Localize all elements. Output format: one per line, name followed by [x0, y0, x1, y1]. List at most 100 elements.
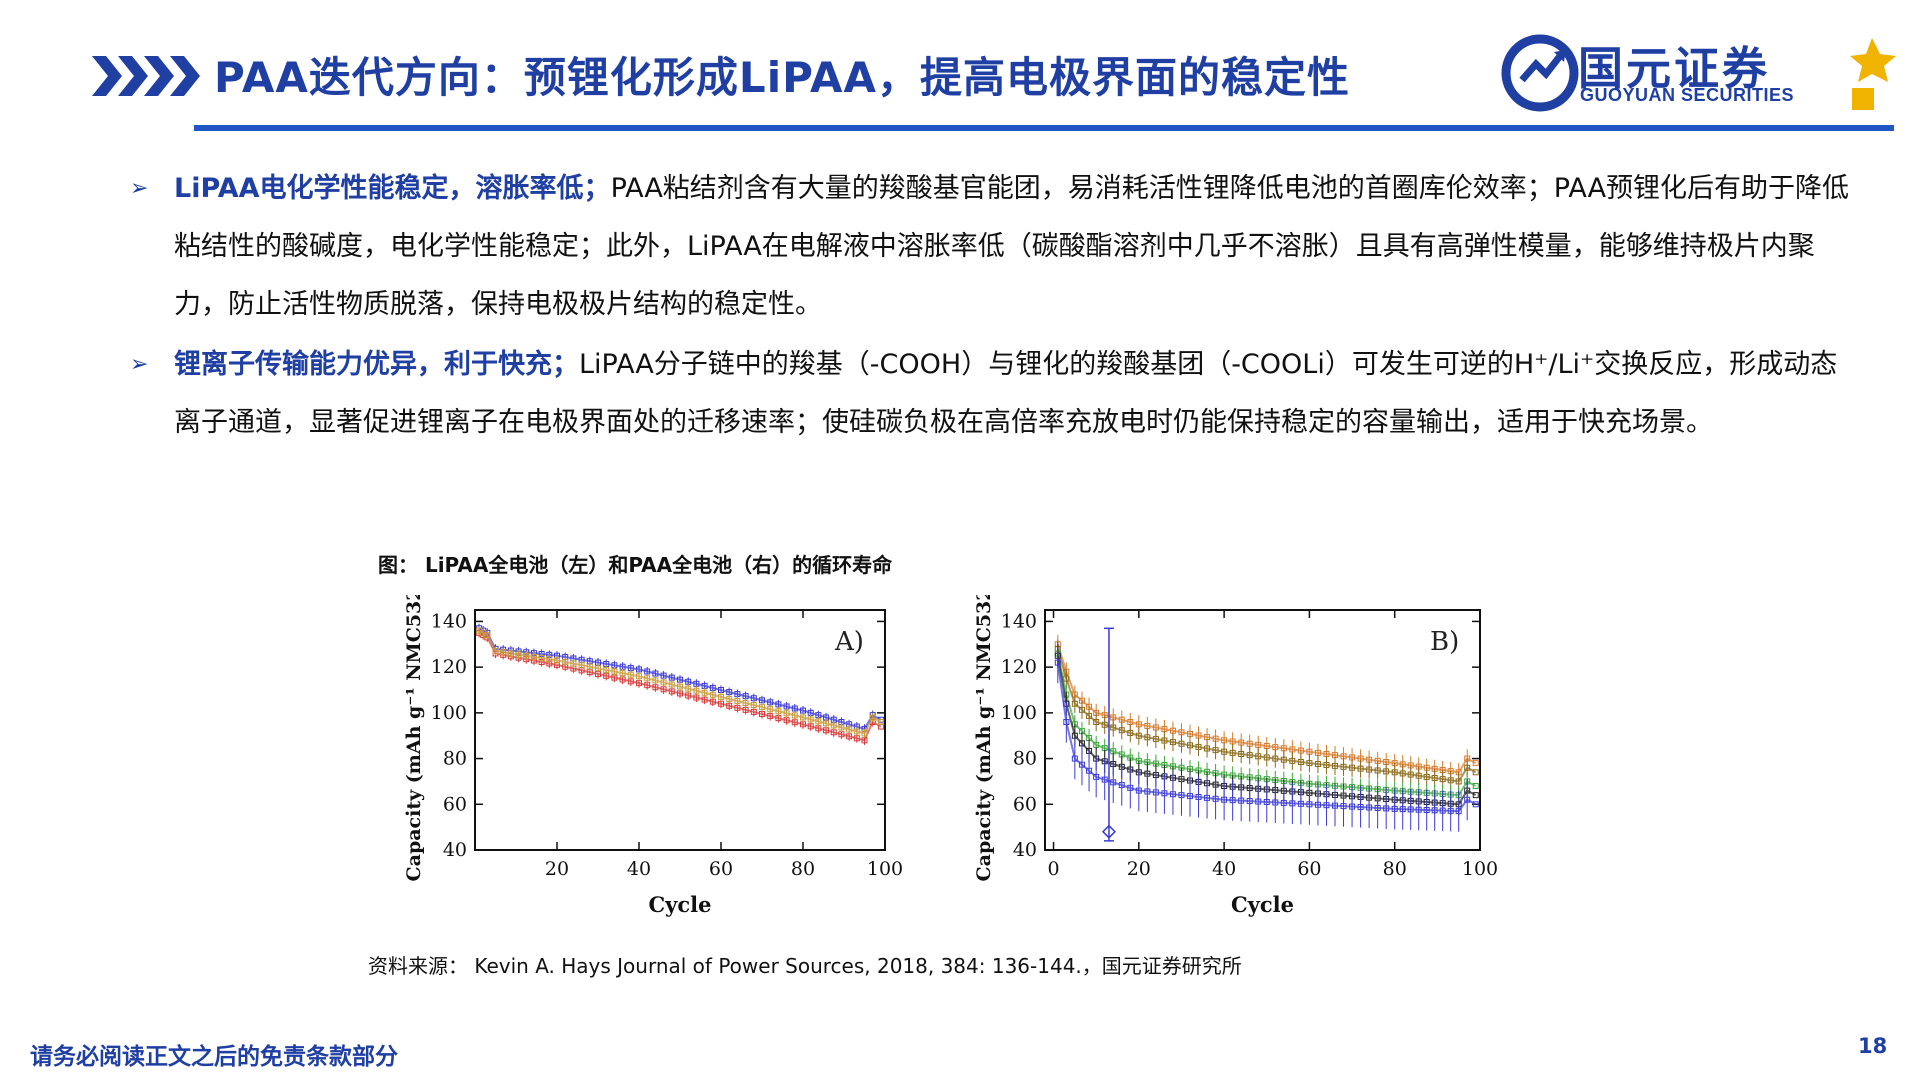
data-point: [759, 704, 765, 711]
data-point: [1472, 801, 1479, 808]
x-tick-label: 80: [1383, 858, 1407, 880]
data-point: [1374, 767, 1381, 774]
page-number: 18: [1858, 1034, 1888, 1058]
data-point: [1423, 807, 1430, 813]
data-point: [1407, 771, 1414, 778]
chevron-arrows-icon: [92, 56, 200, 96]
data-point: [677, 683, 683, 690]
figure-caption: 图： LiPAA全电池（左）和PAA全电池（右）的循环寿命: [378, 553, 893, 577]
data-point: [1152, 789, 1159, 796]
data-point: [515, 651, 522, 658]
data-point: [586, 663, 593, 670]
data-point: [1093, 773, 1100, 780]
data-point: [1263, 799, 1270, 805]
data-point: [1127, 729, 1134, 736]
series-group: [476, 623, 884, 734]
data-point: [1152, 735, 1159, 742]
data-point: [562, 658, 569, 665]
data-point: [1472, 760, 1479, 767]
data-point: [1063, 719, 1070, 725]
series-group: [476, 626, 884, 738]
y-tick-label: 40: [1013, 839, 1037, 861]
data-point: [1110, 724, 1117, 731]
data-point: [1221, 748, 1228, 755]
data-point: [1289, 757, 1296, 764]
data-point: [1212, 795, 1219, 802]
data-point: [1323, 761, 1330, 768]
data-point: [578, 662, 585, 669]
data-point: [636, 673, 642, 680]
data-point: [1229, 797, 1236, 804]
data-point: [1093, 719, 1100, 725]
data-point: [693, 687, 700, 694]
data-point: [1135, 732, 1142, 739]
bullet-arrow-icon: ➢: [130, 352, 149, 377]
data-point: [1246, 752, 1253, 759]
data-point: [1204, 794, 1211, 801]
data-point: [1349, 803, 1356, 810]
bullet-lead: LiPAA电化学性能稳定，溶胀率低；: [174, 173, 611, 204]
data-point: [1391, 805, 1398, 812]
data-point: [685, 685, 692, 692]
data-point: [1374, 804, 1381, 811]
y-tick-label: 100: [431, 702, 467, 724]
data-point: [1297, 759, 1304, 765]
data-point: [1455, 808, 1462, 815]
panel-label: B): [1430, 627, 1459, 657]
data-point: [1272, 755, 1279, 762]
data-point: [701, 689, 708, 696]
data-point: [1221, 796, 1228, 803]
data-point: [1407, 806, 1414, 813]
data-point: [800, 714, 806, 721]
data-point: [1071, 700, 1078, 707]
y-axis-label: Capacity (mAh g⁻¹ NMC532): [973, 595, 995, 881]
data-point: [1455, 778, 1462, 785]
data-point: [767, 706, 774, 713]
data-point: [1340, 803, 1347, 810]
data-point: [1178, 740, 1185, 747]
data-point: [742, 700, 749, 707]
page-title: PAA迭代方向：预锂化形成LiPAA，提高电极界面的稳定性: [214, 53, 1351, 102]
bullet-item: ➢ 锂离子传输能力优异，利于快充；LiPAA分子链中的羧基（-COOH）与锂化的…: [130, 336, 1850, 452]
data-point: [660, 679, 667, 686]
series-group: [1054, 642, 1479, 832]
data-point: [1255, 798, 1262, 805]
x-tick-label: 80: [791, 858, 815, 880]
y-tick-label: 60: [443, 793, 467, 815]
data-point: [1078, 761, 1085, 768]
data-point: [1423, 773, 1430, 780]
data-point: [603, 666, 610, 673]
data-point: [1464, 796, 1471, 803]
bullet-item: ➢ LiPAA电化学性能稳定，溶胀率低；PAA粘结剂含有大量的羧酸基官能团，易消…: [130, 160, 1850, 334]
y-axis-label: Capacity (mAh g⁻¹ NMC532): [403, 595, 425, 881]
data-point: [1415, 806, 1422, 813]
data-point: [1127, 784, 1134, 791]
data-point: [627, 671, 634, 678]
data-point: [1464, 764, 1471, 771]
data-point: [1229, 749, 1236, 756]
data-point: [500, 649, 507, 656]
x-tick-label: 0: [1047, 858, 1059, 880]
data-point: [1357, 765, 1364, 772]
bullet-text: PAA粘结剂含有大量的羧酸基官能团，易消耗活性锂降低电池的首圈库伦效率；PAA预…: [174, 173, 1850, 320]
logo-chinese-name: 国元证券: [1578, 42, 1771, 95]
data-point: [1272, 799, 1279, 806]
data-point: [570, 660, 577, 667]
data-point: [1078, 706, 1085, 713]
data-point: [1366, 804, 1373, 811]
data-point: [1366, 766, 1373, 773]
data-point: [1340, 763, 1347, 770]
y-tick-label: 60: [1013, 793, 1037, 815]
chart-paa-cycle-life: 0 20 40 60 80 100 40 60 80 100 120 140 Cycle Capacity…: [973, 595, 1498, 917]
data-point: [1399, 770, 1406, 777]
data-point: [644, 675, 651, 682]
data-point: [1323, 802, 1330, 809]
data-point: [1255, 753, 1262, 760]
data-point: [709, 691, 716, 698]
data-point: [538, 655, 545, 661]
data-point: [619, 670, 626, 677]
data-point: [595, 665, 601, 672]
data-point: [1306, 801, 1313, 808]
chart-lipaa-cycle-life: 20 40 60 80 100 40 60 80 100 120 140 Cycle Capacity …: [403, 595, 903, 917]
x-tick-label: 40: [627, 858, 651, 880]
